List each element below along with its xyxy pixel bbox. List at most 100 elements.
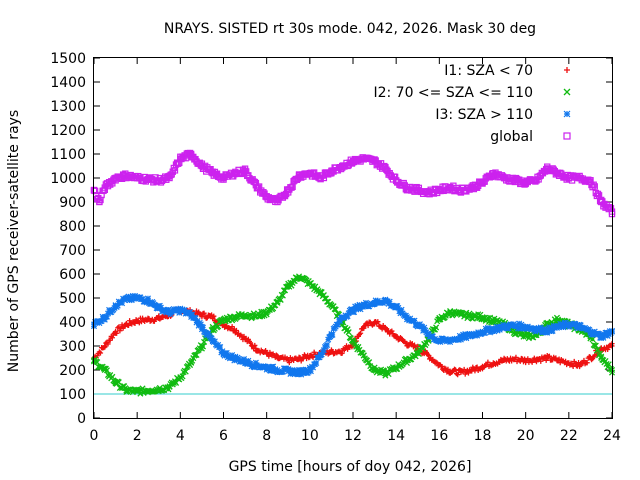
data-point-i2-70-sza-110 (393, 364, 400, 371)
data-point-global (576, 174, 583, 182)
x-tick-label: 24 (603, 428, 621, 444)
data-point-i1-sza-70 (501, 357, 507, 363)
marker-i3-sza-110 (352, 303, 359, 310)
data-point-global (479, 179, 486, 186)
y-tick-label: 1100 (50, 147, 86, 163)
data-point-global (96, 198, 103, 206)
data-point-global (112, 174, 119, 182)
data-point-i2-70-sza-110 (468, 312, 475, 320)
data-point-i1-sza-70 (210, 314, 216, 320)
data-point-i2-70-sza-110 (457, 311, 464, 318)
data-point-i2-70-sza-110 (242, 311, 249, 318)
x-tick-label: 4 (176, 428, 185, 444)
data-point-i2-70-sza-110 (112, 378, 119, 386)
marker-i1-sza-70 (455, 372, 461, 378)
data-point-i3-sza-110 (457, 334, 464, 341)
y-tick-label: 500 (59, 291, 86, 307)
data-point-i3-sza-110 (565, 321, 572, 328)
data-point-i1-sza-70 (361, 324, 367, 330)
data-point-i2-70-sza-110 (177, 374, 184, 381)
marker-i3-sza-110 (152, 302, 159, 309)
data-point-i1-sza-70 (307, 353, 313, 359)
data-point-i1-sza-70 (479, 363, 486, 369)
data-point-i3-sza-110 (242, 358, 249, 365)
marker-i3-sza-110 (204, 332, 211, 339)
marker-i3-sza-110 (355, 305, 362, 312)
marker-i3-sza-110 (484, 324, 491, 331)
data-point-i1-sza-70 (382, 326, 388, 332)
marker-i2-70-sza-110 (109, 373, 116, 380)
data-point-i3-sza-110 (587, 328, 594, 335)
marker-i3-sza-110 (386, 298, 393, 305)
data-point-i2-70-sza-110 (220, 316, 227, 323)
marker-i3-sza-110 (354, 302, 361, 309)
data-point-i2-70-sza-110 (198, 342, 205, 350)
data-point-i1-sza-70 (436, 362, 442, 368)
data-point-i3-sza-110 (555, 323, 562, 330)
data-point-i2-70-sza-110 (101, 366, 108, 374)
data-point-global (565, 174, 573, 182)
data-point-i2-70-sza-110 (155, 386, 162, 393)
data-point-i3-sza-110 (371, 299, 378, 306)
data-point-i1-sza-70 (328, 349, 335, 355)
marker-i1-sza-70 (411, 342, 418, 348)
data-point-global (241, 167, 249, 174)
y-tick-label: 600 (59, 267, 86, 283)
data-point-i3-sza-110 (533, 326, 540, 333)
data-point-global (317, 174, 324, 182)
marker-global (591, 183, 598, 190)
marker-i1-sza-70 (357, 330, 364, 336)
marker-i2-70-sza-110 (433, 324, 440, 331)
data-point-i2-70-sza-110 (306, 280, 313, 287)
x-tick-label: 22 (560, 428, 578, 444)
marker-i2-70-sza-110 (263, 311, 270, 318)
data-point-i2-70-sza-110 (188, 359, 195, 366)
marker-i3-sza-110 (546, 324, 553, 331)
marker-i3-sza-110 (539, 329, 546, 336)
marker-i3-sza-110 (265, 363, 272, 370)
data-point-i2-70-sza-110 (490, 317, 497, 324)
data-point-i2-70-sza-110 (231, 314, 238, 321)
data-point-i2-70-sza-110 (360, 352, 367, 359)
marker-global (594, 190, 602, 198)
marker-i3-sza-110 (473, 330, 480, 337)
legend-label: I3: SZA > 110 (435, 107, 533, 123)
data-point-global (392, 177, 400, 184)
data-point-i3-sza-110 (317, 352, 324, 359)
data-point-i3-sza-110 (598, 333, 605, 340)
data-point-global (511, 177, 519, 184)
data-point-i3-sza-110 (511, 322, 518, 329)
y-tick-label: 1400 (50, 75, 86, 91)
data-point-i2-70-sza-110 (598, 354, 605, 362)
data-point-global (587, 177, 594, 184)
data-point-global (457, 186, 465, 194)
marker-i3-sza-110 (158, 308, 166, 315)
y-tick-label: 400 (59, 315, 86, 331)
legend: I1: SZA < 70 I2: 70 <= SZA <= 110 I3: SZA … (373, 63, 571, 145)
marker-global (590, 181, 597, 188)
data-point-i3-sza-110 (123, 296, 130, 303)
marker-i2-70-sza-110 (332, 306, 339, 313)
y-tick-label: 700 (59, 243, 86, 259)
data-point-global (263, 194, 270, 201)
data-point-i1-sza-70 (425, 353, 432, 359)
legend-marker (564, 67, 570, 73)
data-point-i2-70-sza-110 (371, 366, 378, 374)
data-point-global (403, 184, 411, 191)
data-point-i2-70-sza-110 (144, 387, 152, 394)
data-point-i1-sza-70 (134, 318, 140, 324)
data-point-i2-70-sza-110 (295, 273, 303, 280)
x-tick-label: 2 (133, 428, 142, 444)
marker-i3-sza-110 (398, 306, 405, 313)
marker-i3-sza-110 (299, 366, 306, 373)
marker-i3-sza-110 (494, 327, 501, 334)
marker-i2-70-sza-110 (192, 351, 199, 358)
data-point-i1-sza-70 (274, 355, 281, 361)
marker-i3-sza-110 (302, 366, 309, 373)
y-tick-label: 900 (59, 195, 86, 211)
plot-frame (93, 57, 613, 419)
data-point-i3-sza-110 (490, 326, 497, 333)
data-point-i1-sza-70 (512, 356, 518, 362)
data-point-i3-sza-110 (209, 338, 216, 345)
marker-i2-70-sza-110 (193, 351, 200, 359)
